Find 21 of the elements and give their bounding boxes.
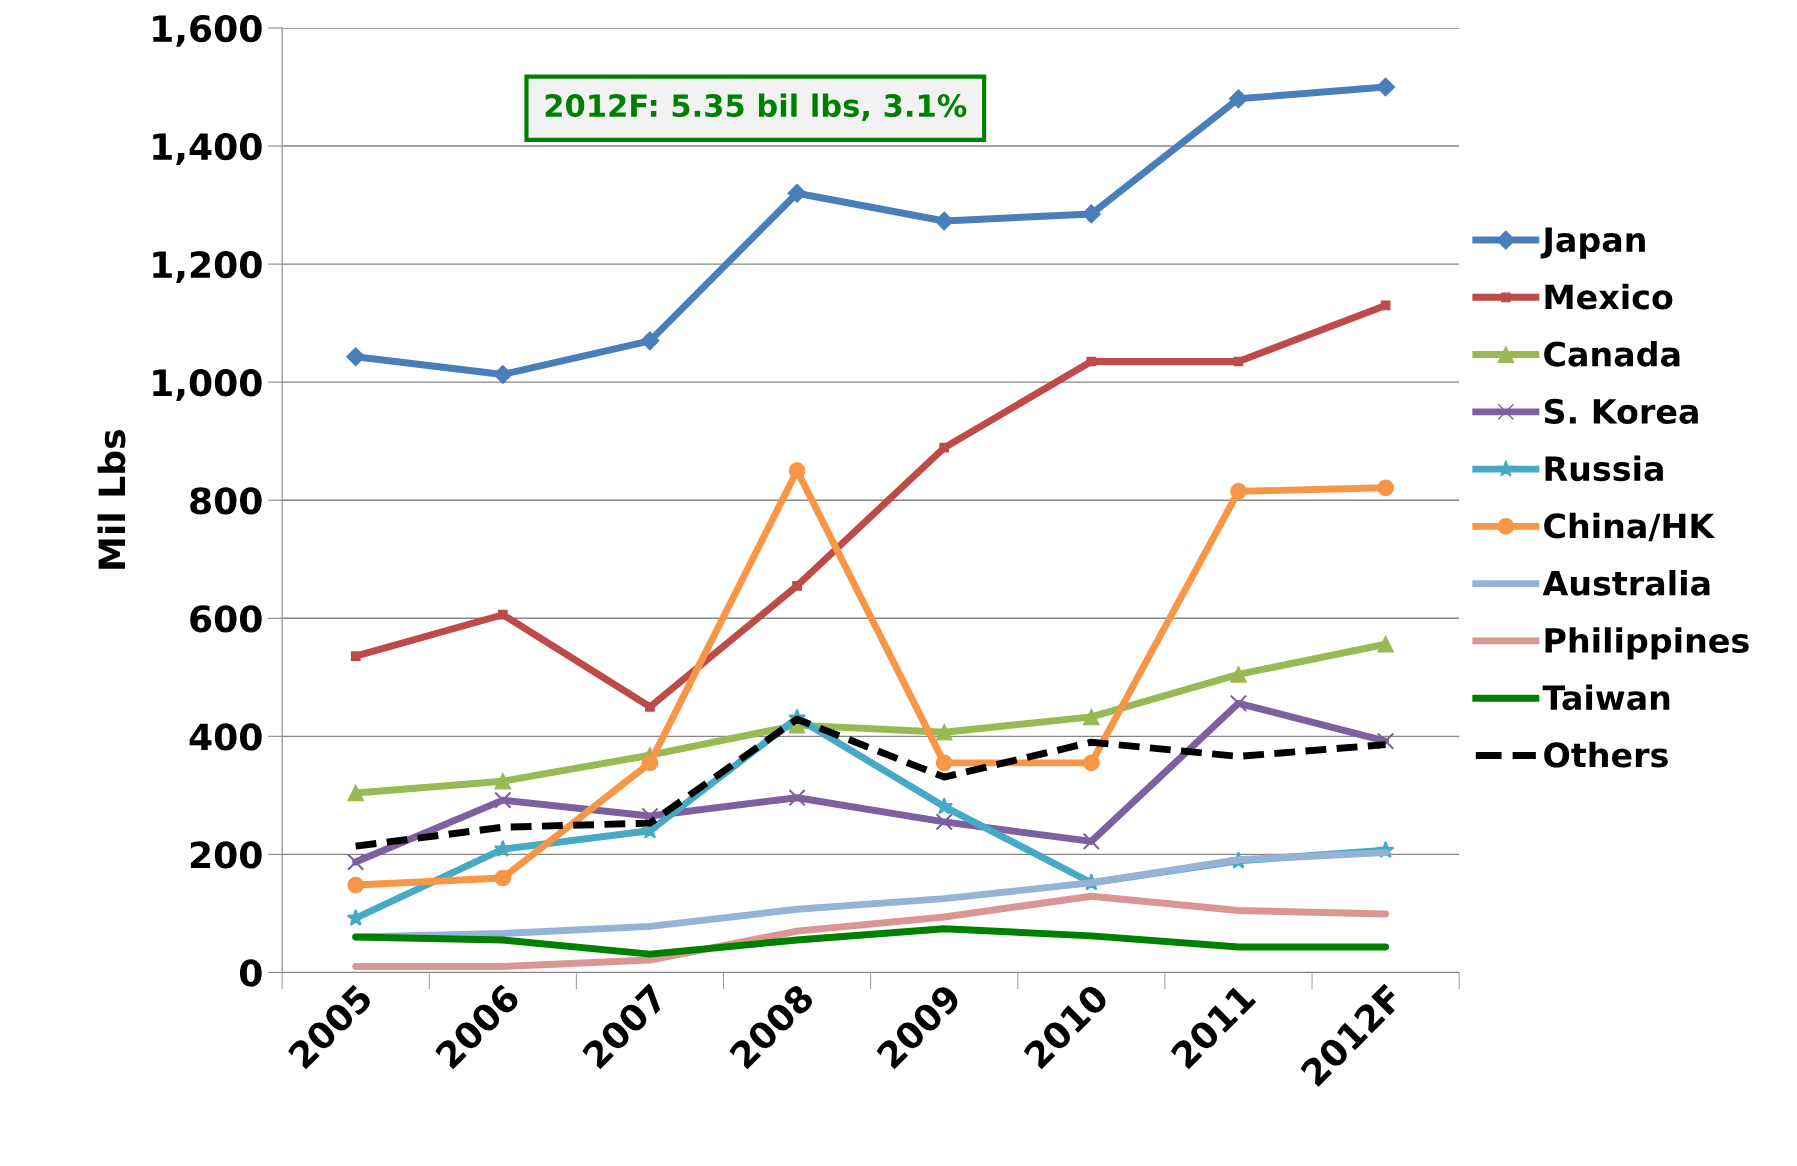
y-tick-label: 1,200 [153, 251, 262, 283]
legend-label: China/HK [1544, 512, 1716, 542]
y-tick-label: 400 [189, 723, 262, 751]
legend-label: Philippines [1545, 627, 1749, 660]
y-tick-label: 200 [190, 841, 262, 869]
legend-label: Canada [1544, 340, 1680, 367]
y-tick-label: 600 [190, 605, 262, 633]
y-tick-label: 1,000 [153, 369, 262, 401]
y-axis-title: Mil Lbs [97, 430, 126, 569]
y-tick-label: 1,400 [153, 132, 262, 165]
annotation: 2012F: 5.35 bil lbs, 3.1% [545, 93, 967, 122]
legend-label: Japan [1540, 227, 1645, 259]
legend-label: Taiwan [1542, 684, 1670, 711]
y-tick-label: 800 [190, 487, 262, 515]
legend-label: S. Korea [1544, 398, 1698, 424]
y-tick-label: 1,600 [153, 14, 262, 47]
legend-label: Australia [1542, 569, 1710, 596]
y-tick-label: 0 [239, 959, 262, 987]
legend-label: Russia [1545, 455, 1663, 482]
legend-label: Others [1544, 741, 1668, 768]
legend-label: Mexico [1545, 283, 1673, 310]
